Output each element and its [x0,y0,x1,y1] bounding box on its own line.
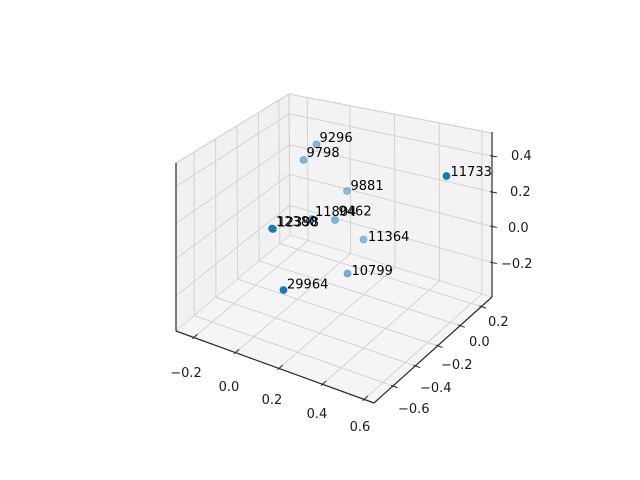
x-tick-mark [191,333,198,340]
pane-edge-top-left [175,93,290,164]
grid-line-y-wall [278,100,281,244]
grid-line-x-floor [193,240,309,338]
z-tick-mark [489,225,498,228]
grid-line-x-wall [306,97,309,241]
point-label: 9296 [320,131,353,146]
y-tick-mark [390,384,398,389]
grid-line-z-right-wall [289,144,493,193]
z-tick-label: 0.0 [508,221,529,236]
z-tick-label: 0.4 [511,149,532,164]
grid-line-y-wall [257,112,260,261]
y-tick-mark [479,305,487,309]
scatter-point [299,156,308,164]
x-tick-label: 0.0 [219,380,240,395]
z-tick-mark [489,261,498,264]
y-tick-mark [458,324,466,328]
point-label: 12380 [276,215,317,230]
x-tick-label: 0.6 [350,420,371,435]
grid-line-y-floor [215,296,416,367]
x-tick-mark [233,348,240,355]
point-label: 11733 [451,165,492,180]
grid-line-y-floor [194,315,394,387]
point-label: 11804 [315,205,356,220]
grid-line-x-floor [363,293,483,400]
grid-line-y-wall [236,125,239,280]
z-tick-mark [489,155,498,158]
z-tick-label: −0.2 [501,257,533,272]
y-tick-label: −0.6 [398,402,430,417]
axis-line-x [175,330,375,404]
grid-line-z-right-wall [289,173,493,227]
pane-edge-top-right [288,93,493,134]
point-label: 29964 [287,278,328,293]
y-tick-label: 0.0 [469,335,490,350]
scatter-point [269,225,277,233]
point-label: 12398 [278,216,319,231]
point-label: 11364 [368,230,409,245]
scatter-point [343,187,351,195]
scatter-point [442,172,451,180]
point-label: 10799 [352,264,393,279]
grid-line-x-floor [278,266,396,369]
grid-line-y-floor [279,243,482,308]
grid-line-x-floor [235,253,351,353]
grid-line-z-left-wall [175,144,290,224]
y-tick-label: −0.4 [420,381,452,396]
grid-line-x-floor [322,280,440,385]
y-tick-mark [435,344,443,348]
scatter-point [308,215,316,223]
grid-line-z-left-wall [175,173,290,260]
x-tick-mark [362,395,369,402]
scatter-point [312,140,321,149]
scatter-point [359,235,368,244]
grid-line-x-wall [349,105,352,254]
axis-line-y [373,296,493,404]
y-tick-label: 0.2 [488,315,509,330]
grid-line-z-left-wall [175,113,290,187]
point-label: 9798 [307,146,340,161]
y-tick-mark [413,364,421,369]
grid-line-z-right-wall [289,113,493,157]
x-tick-label: 0.4 [307,407,328,422]
y-tick-label: −0.2 [441,358,473,373]
scatter-point [343,269,352,278]
z-tick-mark [489,191,498,194]
point-label: 9462 [339,205,372,220]
point-label: 9881 [351,179,384,194]
scatter-point [279,286,288,294]
x-tick-mark [277,364,284,371]
pane-edge-back-corner [288,93,291,236]
grid-line-y-floor [259,260,461,327]
x-tick-label: 0.2 [262,393,283,408]
x-tick-label: −0.2 [170,366,202,381]
x-tick-mark [320,380,327,386]
scatter-point [331,216,339,224]
grid-line-y-floor [237,278,438,347]
z-tick-label: 0.2 [510,185,531,200]
grid-line-z-left-wall [175,204,291,297]
grid-line-z-right-wall [289,204,493,264]
